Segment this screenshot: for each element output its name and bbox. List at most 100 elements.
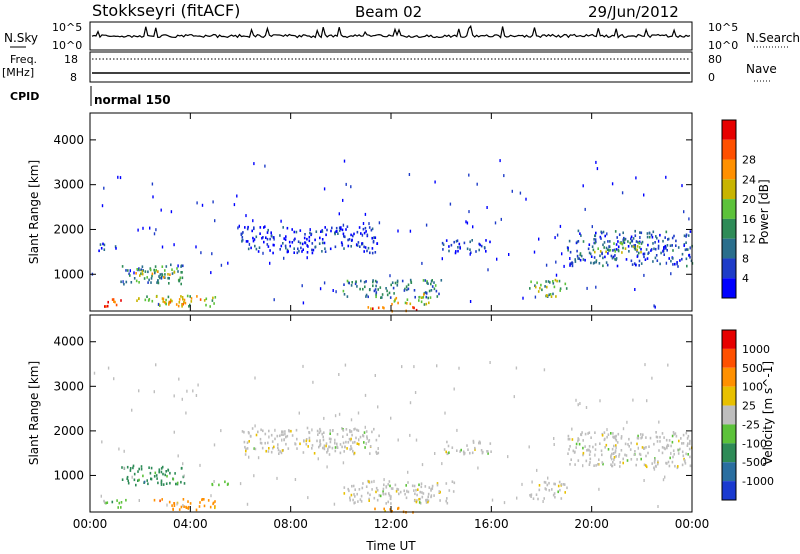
scatter-cell [410,280,412,284]
scatter-cell [668,439,671,442]
scatter-cell [485,250,487,253]
scatter-cell [285,442,287,446]
scatter-cell [672,455,674,459]
scatter-cell [546,285,548,289]
scatter-cell [415,488,417,492]
scatter-cell [239,482,242,486]
scatter-cell [296,251,299,255]
scatter-cell [169,471,171,475]
scatter-cell [418,299,420,302]
scatter-cell [288,429,290,433]
scatter-cell [640,457,642,461]
scatter-cell [397,301,399,305]
scatter-cell [489,361,491,364]
power-colorbar-label: Power [dB] [757,179,771,244]
scatter-cell [254,424,256,428]
scatter-cell [381,296,383,299]
scatter-cell [107,366,110,370]
scatter-cell [607,248,610,252]
scatter-cell [133,277,136,280]
scatter-cell [420,300,423,304]
scatter-cell [430,489,432,492]
scatter-cell [129,269,131,273]
scatter-cell [681,442,683,445]
scatter-cell [552,292,554,296]
freq-panel: Freq. [MHz] 18 8 Nave 80 0 [2,51,777,84]
scatter-cell [617,245,620,249]
scatter-cell [684,248,687,252]
scatter-cell [266,231,269,234]
scatter-cell [348,281,350,285]
scatter-cell [570,261,572,265]
scatter-cell [334,449,337,453]
scatter-cell [457,249,459,253]
scatter-cell [182,504,184,507]
scatter-cell [472,439,475,443]
colorbar-segment [722,367,736,387]
scatter-cell [416,499,418,502]
scatter-cell [340,226,342,230]
scatter-cell [270,231,272,234]
scatter-cell [480,449,483,452]
scatter-cell [318,242,321,245]
scatter-cell [553,443,555,446]
scatter-cell [125,498,127,502]
scatter-cell [588,453,591,456]
scatter-cell [615,455,617,458]
scatter-cell [441,257,443,261]
scatter-cell [664,244,667,248]
scatter-cell [533,250,536,254]
scatter-cell [366,233,369,237]
scatter-cell [578,442,581,446]
scatter-cell [270,450,273,454]
scatter-cell [573,451,576,454]
scatter-cell [383,483,385,487]
scatter-cell [424,485,427,488]
scatter-cell [616,441,619,444]
scatter-cell [627,443,629,446]
scatter-cell [669,244,672,247]
scatter-cell [582,184,584,188]
cpid-value: normal 150 [94,93,171,107]
scatter-cell [662,478,665,482]
scatter-cell [558,480,561,484]
scatter-cell [511,189,513,193]
scatter-cell [196,201,198,205]
colorbar-tick-label: 12 [742,233,756,246]
scatter-cell [594,250,596,254]
scatter-cell [365,293,368,297]
scatter-cell [211,482,213,486]
scatter-cell [183,301,185,304]
scatter-cell [557,484,560,488]
scatter-cell [601,251,603,255]
scatter-cell [545,263,548,267]
scatter-cell [147,281,149,284]
scatter-cell [472,225,474,229]
scatter-cell [571,264,574,268]
scatter-cell [129,274,131,277]
scatter-cell [189,502,192,505]
scatter-cell [178,279,180,283]
scatter-cell [343,492,346,495]
scatter-cell [367,306,370,309]
scatter-cell [148,298,151,301]
scatter-cell [436,482,439,485]
scatter-cell [227,482,229,486]
scatter-cell [269,237,271,241]
scatter-cell [600,449,603,453]
scatter-cell [136,268,138,271]
scatter-cell [334,446,337,449]
x-tick-label: 00:00 [675,517,710,531]
scatter-cell [554,495,556,499]
scatter-cell [126,477,128,480]
scatter-cell [396,281,399,284]
scatter-cell [654,305,656,309]
scatter-cell [326,228,328,232]
scatter-cell [688,253,691,257]
scatter-cell [159,499,161,503]
colorbar-tick-label: 24 [742,173,756,186]
scatter-cell [422,492,425,495]
scatter-cell [148,278,150,282]
scatter-cell [593,256,596,259]
